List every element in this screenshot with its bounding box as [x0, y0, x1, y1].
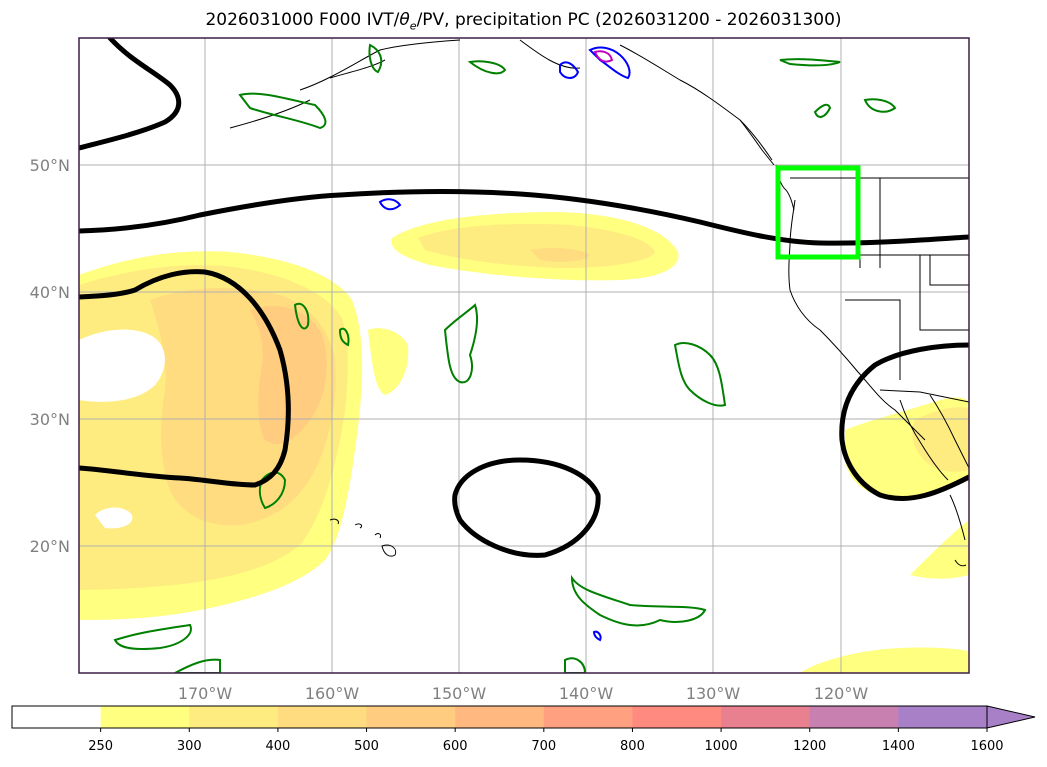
map-frame — [78, 37, 970, 674]
lon-label: 120°W — [814, 684, 869, 703]
lat-axis-labels: 50°N 40°N 30°N 20°N — [30, 156, 70, 556]
pv-contour-b — [368, 43, 383, 74]
colorbar-tick-label: 600 — [443, 739, 468, 754]
ivt-contour-nw — [79, 38, 182, 151]
coast-hawaii — [329, 518, 397, 557]
lon-label: 140°W — [559, 684, 614, 703]
ivt-fill-south-strip — [800, 647, 969, 673]
ivt-contour-north — [79, 188, 969, 246]
ivt-fill-mexico — [910, 520, 969, 579]
ivt-fill-central-400 — [530, 247, 590, 263]
ivt-fill-island-west — [95, 507, 133, 529]
pv-contour-i — [113, 623, 192, 650]
lat-label: 40°N — [30, 283, 70, 302]
precip-contours — [378, 46, 631, 642]
colorbar: 250 300 400 500 600 700 800 1000 1200 1400 1600 — [11, 705, 1036, 754]
colorbar-swatch — [543, 706, 633, 728]
colorbar-extend-arrow — [986, 705, 1036, 729]
ivt-contours — [79, 38, 969, 558]
colorbar-swatch — [809, 706, 899, 728]
colorbar-tick-label: 400 — [265, 739, 290, 754]
colorbar-swatch — [189, 706, 279, 728]
coast-us-west — [788, 199, 926, 441]
ivt-contour-east-loop — [839, 342, 969, 501]
pv-contour-d — [443, 303, 479, 384]
pv-contour-e — [673, 342, 727, 407]
ivt-contour-central-loop — [452, 457, 601, 558]
ivt-fill-sub-west — [368, 328, 409, 395]
colorbar-outline — [11, 705, 988, 729]
ivt-fill-central-300 — [418, 223, 655, 268]
precip-blue-d — [592, 630, 602, 642]
graticule — [79, 38, 969, 673]
pv-contour-c — [467, 60, 507, 75]
ivt-fill-west-500 — [250, 306, 327, 444]
map-title: 2026031000 F000 IVT/θe/PV, precipitation… — [0, 10, 1047, 32]
colorbar-swatch — [12, 706, 102, 728]
title-theta-sub: e — [409, 19, 417, 33]
colorbar-swatch — [721, 706, 811, 728]
colorbar-tick-label: 1000 — [705, 739, 738, 754]
colorbar-swatch — [366, 706, 456, 728]
lon-label: 150°W — [432, 684, 487, 703]
ivt-hole-west — [79, 329, 165, 402]
precip-blue-c — [378, 198, 402, 211]
ivt-contour-west-loop — [79, 269, 291, 488]
highlight-region-box — [775, 165, 861, 260]
colorbar-tick-label: 250 — [88, 739, 113, 754]
coast-baja — [899, 394, 969, 481]
precip-blue-b — [588, 46, 631, 80]
coast-mexico — [949, 494, 967, 567]
pv-contour-j — [779, 58, 841, 67]
colorbar-swatch — [277, 706, 368, 728]
colorbar-tick-label: 500 — [354, 739, 379, 754]
ivt-fill-baja-300 — [912, 407, 969, 472]
pv-contour-f — [293, 302, 310, 330]
colorbar-tick-label: 1200 — [793, 739, 826, 754]
precip-magenta-a — [593, 50, 614, 63]
colorbar-swatch — [100, 706, 190, 728]
colorbar-swatch — [455, 706, 545, 728]
title-suffix: /PV, precipitation PC (2026031200 - 2026… — [416, 10, 842, 30]
pv-contour-n — [564, 657, 587, 673]
colorbar-swatch — [632, 706, 722, 728]
pv-contour-a — [238, 92, 327, 130]
map-plot-area — [79, 38, 969, 673]
pv-contour-h — [570, 574, 707, 627]
colorbar-tick-label: 1400 — [882, 739, 915, 754]
lat-label: 30°N — [30, 410, 70, 429]
colorbar-tick-label: 300 — [177, 739, 202, 754]
lon-label: 160°W — [305, 684, 360, 703]
lat-label: 50°N — [30, 156, 70, 175]
lon-axis-labels: 170°W 160°W 150°W 140°W 130°W 120°W — [178, 684, 869, 703]
colorbar-tick-label: 800 — [620, 739, 645, 754]
title-theta: θ — [399, 10, 410, 30]
colorbar-tick-label: 1600 — [970, 739, 1003, 754]
border-us-mexico — [879, 389, 969, 403]
title-prefix: 2026031000 F000 IVT/ — [205, 10, 400, 30]
precip-blue-a — [559, 61, 580, 79]
pv-contour-o — [174, 658, 221, 673]
pv-contour-l — [813, 103, 832, 118]
lat-label: 20°N — [30, 537, 70, 556]
lon-label: 170°W — [178, 684, 233, 703]
pv-contour-k — [863, 98, 897, 113]
pv-contour-m — [338, 327, 350, 347]
colorbar-swatch — [898, 706, 988, 728]
lon-label: 130°W — [686, 684, 741, 703]
ivt-shading — [79, 212, 969, 673]
colorbar-tick-label: 700 — [531, 739, 556, 754]
